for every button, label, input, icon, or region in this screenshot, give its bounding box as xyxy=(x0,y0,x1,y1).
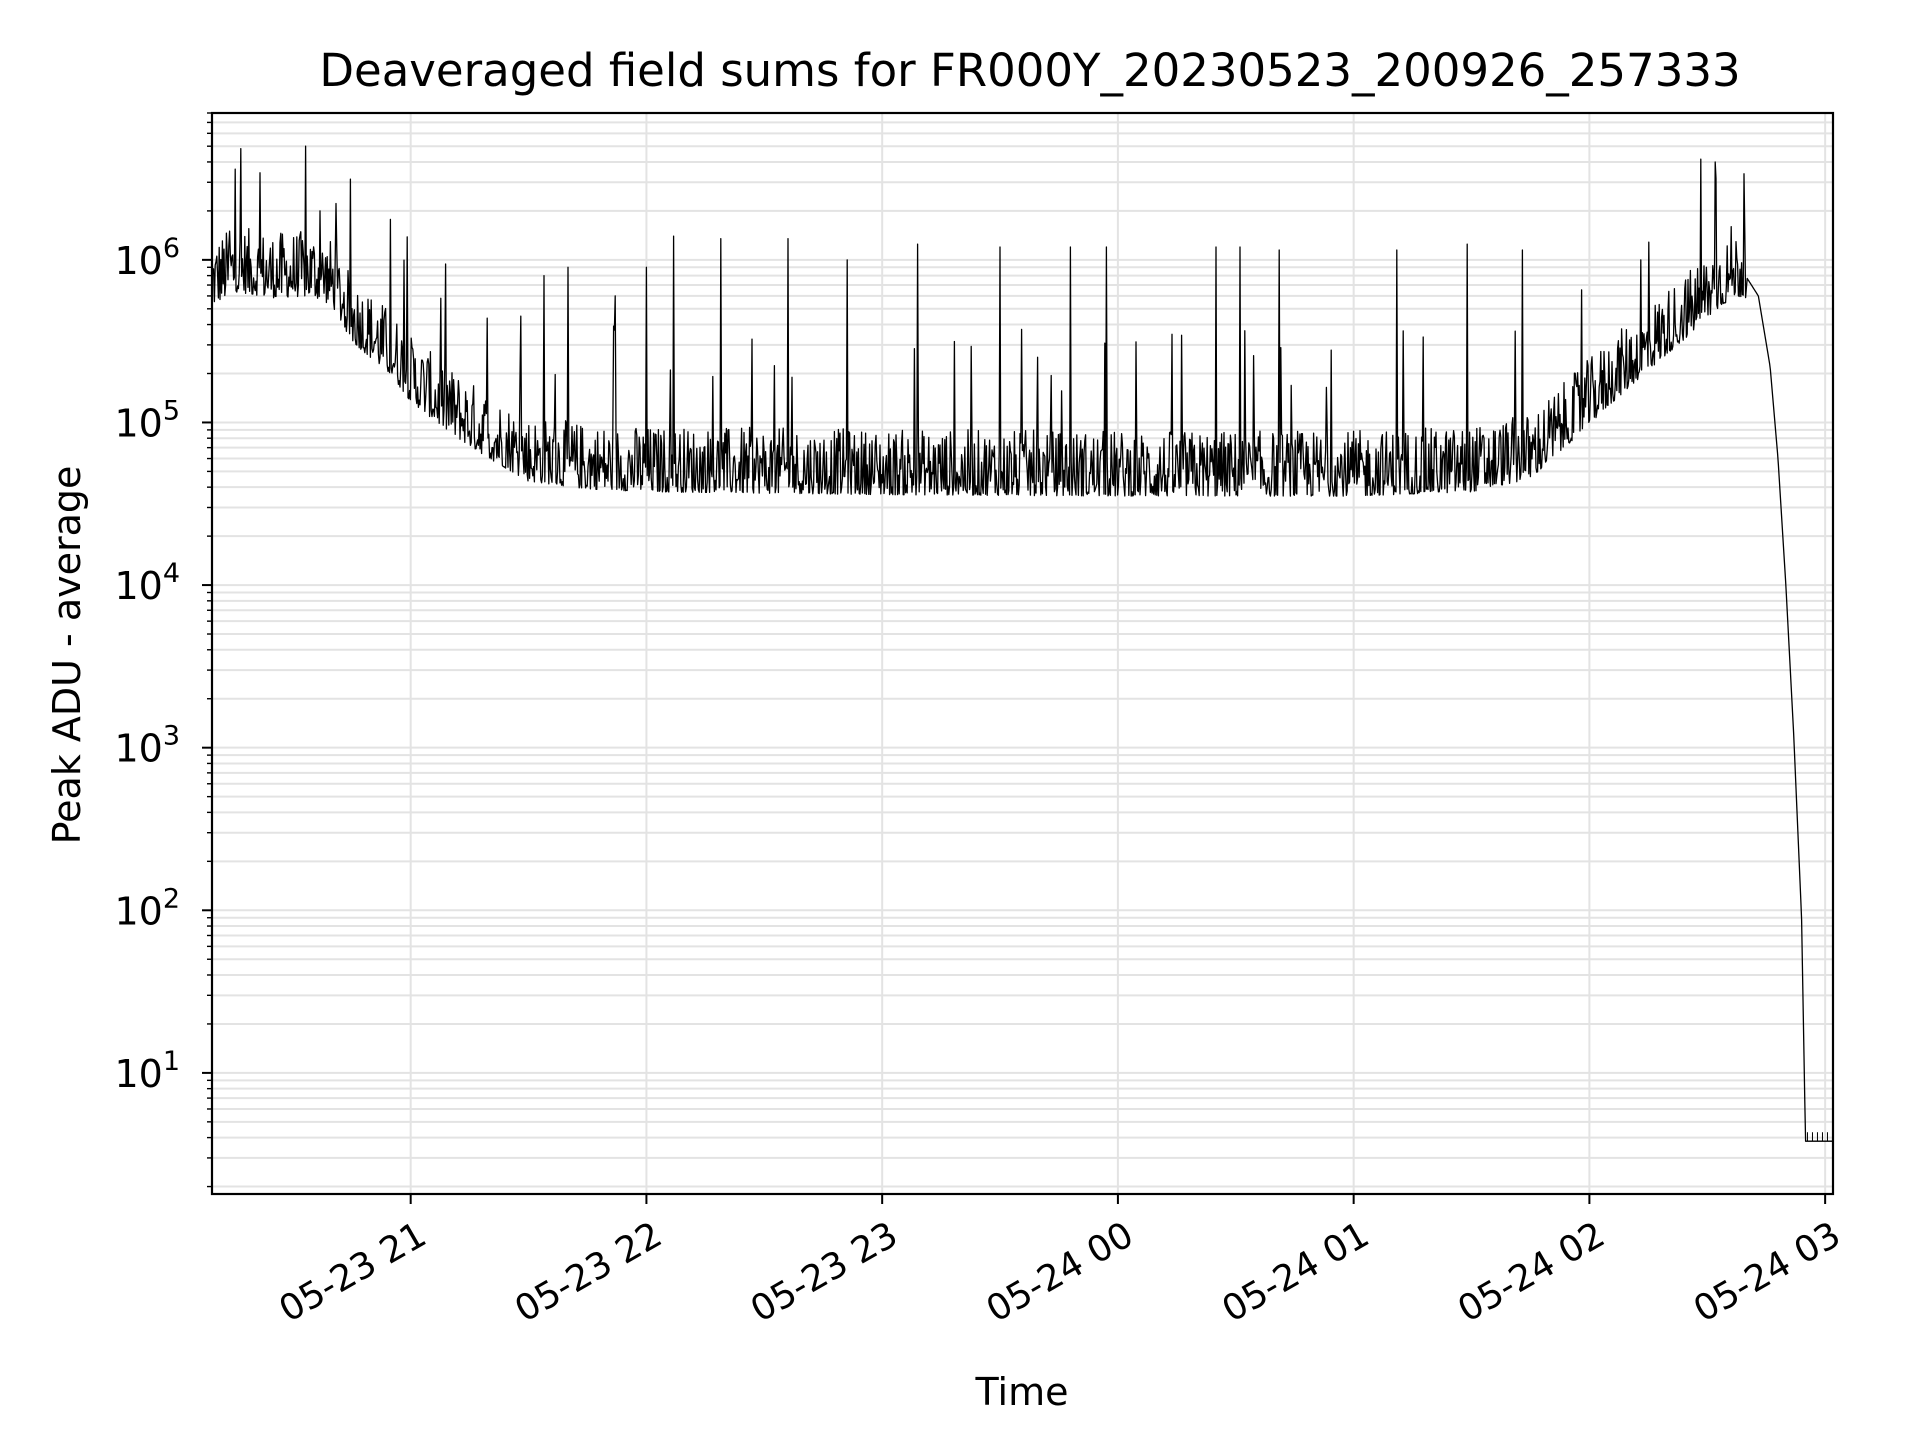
x-tick-label: 05-23 21 xyxy=(273,1214,434,1330)
plot-frame xyxy=(210,111,1835,1196)
x-tick-label: 05-24 01 xyxy=(1215,1214,1376,1330)
y-tick-label: 101 xyxy=(114,1046,180,1096)
x-tick-label: 05-23 22 xyxy=(508,1214,669,1330)
series-path xyxy=(211,145,1833,1142)
series-line xyxy=(211,145,1833,1142)
x-tick-label: 05-24 00 xyxy=(980,1214,1141,1330)
x-tick-label: 05-23 23 xyxy=(744,1214,905,1330)
y-tick-label: 104 xyxy=(114,558,180,608)
y-tick-label: 106 xyxy=(114,233,180,283)
x-tick-label: 05-24 02 xyxy=(1451,1214,1612,1330)
grid xyxy=(212,112,1833,1194)
y-axis: 101 102 103 104 105 106 xyxy=(114,112,212,1188)
chart-title: Deaveraged field sums for FR000Y_2023052… xyxy=(319,44,1740,97)
y-tick-label: 105 xyxy=(114,395,180,445)
x-axis-label: Time xyxy=(975,1370,1069,1414)
x-tick-label: 05-24 03 xyxy=(1687,1214,1848,1330)
y-axis-label: Peak ADU - average xyxy=(45,466,89,845)
y-tick-label: 103 xyxy=(114,721,180,771)
y-tick-label: 102 xyxy=(114,883,180,933)
x-axis: 05-23 21 05-23 22 05-23 23 05-24 00 05-24 01… xyxy=(273,1194,1848,1331)
